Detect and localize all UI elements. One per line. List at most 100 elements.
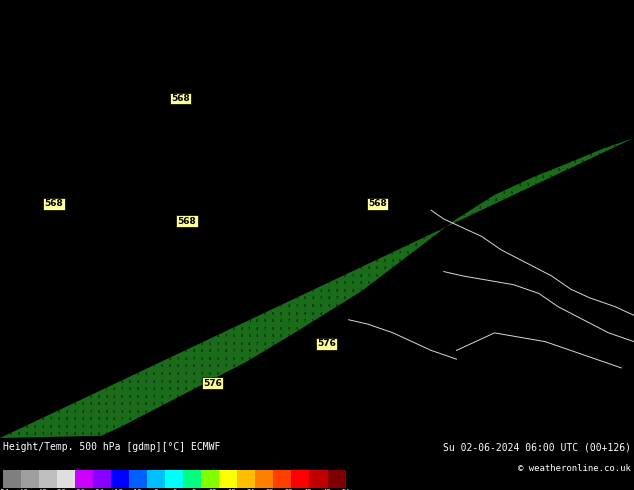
Text: 5: 5	[606, 281, 608, 285]
Text: 7: 7	[98, 175, 100, 179]
Text: 4: 4	[344, 77, 346, 81]
Text: 4: 4	[359, 191, 362, 195]
Text: 9: 9	[503, 107, 505, 111]
Text: 6: 6	[18, 198, 20, 202]
Text: 5: 5	[209, 175, 211, 179]
Text: 3: 3	[479, 319, 481, 323]
Text: 3: 3	[113, 62, 115, 66]
Text: 5: 5	[272, 160, 275, 164]
Text: 4: 4	[320, 281, 322, 285]
Text: 5: 5	[510, 417, 513, 421]
Text: 8: 8	[240, 1, 243, 5]
Text: 4: 4	[542, 410, 545, 414]
Text: 9: 9	[18, 17, 20, 21]
Text: 4: 4	[519, 402, 521, 406]
Text: 8: 8	[129, 206, 131, 210]
Text: 6: 6	[18, 251, 20, 255]
Text: 7: 7	[503, 115, 505, 119]
Text: 7: 7	[42, 70, 44, 74]
Text: 3: 3	[209, 327, 211, 331]
Text: 4: 4	[590, 266, 592, 270]
Text: 6: 6	[105, 1, 108, 5]
Text: 9: 9	[359, 85, 362, 89]
Text: 7: 7	[256, 145, 259, 149]
Text: 7: 7	[145, 100, 147, 104]
Text: 8: 8	[320, 153, 322, 157]
Text: 9: 9	[344, 54, 346, 58]
Text: 3: 3	[479, 213, 481, 217]
Text: 5: 5	[249, 168, 250, 172]
Text: 5: 5	[121, 92, 124, 96]
Text: 7: 7	[193, 221, 195, 225]
Text: 4: 4	[359, 54, 362, 58]
Text: 3: 3	[550, 327, 553, 331]
Text: 5: 5	[574, 39, 576, 43]
Text: 6: 6	[320, 244, 322, 247]
Text: 9: 9	[415, 24, 418, 28]
Text: 6: 6	[89, 417, 92, 421]
Text: 4: 4	[447, 244, 450, 247]
Text: 5: 5	[216, 54, 219, 58]
Text: 6: 6	[161, 107, 164, 111]
Text: 6: 6	[177, 1, 179, 5]
Text: 6: 6	[81, 402, 84, 406]
Text: 7: 7	[105, 191, 108, 195]
Text: 4: 4	[49, 433, 52, 437]
Text: 4: 4	[280, 153, 282, 157]
Text: 3: 3	[384, 312, 385, 316]
Text: 8: 8	[177, 380, 179, 384]
Text: 4: 4	[129, 198, 131, 202]
Text: 4: 4	[113, 221, 115, 225]
Text: 3: 3	[574, 304, 576, 308]
Text: 4: 4	[58, 198, 60, 202]
Text: 4: 4	[81, 410, 84, 414]
Text: 5: 5	[264, 32, 266, 36]
Text: 6: 6	[105, 85, 108, 89]
Text: 5: 5	[415, 281, 418, 285]
Text: 6: 6	[74, 24, 76, 28]
Text: 5: 5	[18, 394, 20, 399]
Text: 9: 9	[26, 115, 28, 119]
Text: 4: 4	[447, 107, 450, 111]
Text: 8: 8	[344, 115, 346, 119]
Text: 4: 4	[447, 357, 450, 361]
Text: 4: 4	[399, 274, 401, 278]
Text: 4: 4	[34, 100, 36, 104]
Text: 5: 5	[606, 380, 608, 384]
Text: 3: 3	[161, 319, 164, 323]
Text: 5: 5	[280, 92, 282, 96]
Text: 5: 5	[288, 77, 290, 81]
Text: 8: 8	[153, 251, 155, 255]
Text: 4: 4	[98, 221, 100, 225]
Text: 3: 3	[121, 425, 124, 429]
Text: 3: 3	[368, 47, 370, 51]
Text: 7: 7	[49, 251, 52, 255]
Text: 4: 4	[399, 387, 401, 391]
Text: 9: 9	[622, 85, 624, 89]
Text: 7: 7	[145, 380, 147, 384]
Text: 4: 4	[121, 402, 124, 406]
Text: 3: 3	[10, 198, 12, 202]
Text: 9: 9	[98, 417, 100, 421]
Text: 3: 3	[113, 145, 115, 149]
Text: 5: 5	[272, 425, 275, 429]
Text: 9: 9	[169, 387, 171, 391]
Text: 4: 4	[463, 54, 465, 58]
Text: 5: 5	[224, 153, 227, 157]
Text: 6: 6	[65, 122, 68, 126]
Text: 3: 3	[550, 168, 553, 172]
Text: 4: 4	[184, 394, 187, 399]
Text: 4: 4	[590, 130, 592, 134]
Text: 7: 7	[18, 221, 20, 225]
Text: 6: 6	[447, 70, 450, 74]
Text: 7: 7	[121, 387, 124, 391]
Text: 6: 6	[415, 9, 418, 13]
Text: 5: 5	[470, 206, 473, 210]
Text: 3: 3	[81, 334, 84, 338]
Text: 7: 7	[216, 319, 219, 323]
Text: 9: 9	[399, 244, 401, 247]
Text: 7: 7	[399, 251, 401, 255]
Text: 6: 6	[264, 304, 266, 308]
Text: 4: 4	[399, 183, 401, 187]
Text: 9: 9	[264, 319, 266, 323]
